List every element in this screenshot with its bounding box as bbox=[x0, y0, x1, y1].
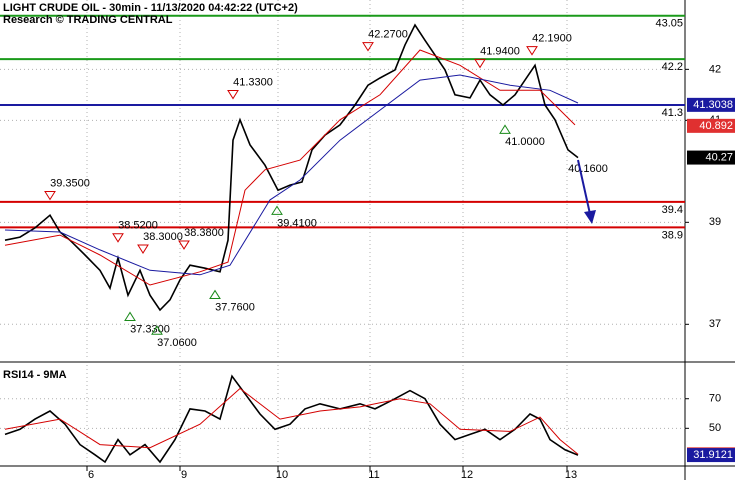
series-line bbox=[4, 74, 579, 276]
y-tick-label: 50 bbox=[709, 422, 721, 434]
low-marker bbox=[151, 325, 163, 335]
level-label: 43.05 bbox=[655, 18, 683, 30]
series-line bbox=[4, 49, 576, 286]
annotation-label: 40.1600 bbox=[568, 163, 608, 175]
annotation-label: 39.4100 bbox=[277, 217, 317, 229]
y-tick-label: 42 bbox=[709, 63, 721, 75]
annotation-label: 38.3800 bbox=[184, 227, 224, 239]
level-label: 39.4 bbox=[662, 204, 683, 216]
rsi-title: RSI14 - 9MA bbox=[3, 369, 67, 381]
price-box-label: 41.3038 bbox=[693, 99, 733, 111]
annotation-label: 38.5200 bbox=[118, 220, 158, 232]
annotation-label: 37.0600 bbox=[157, 337, 197, 349]
price-box bbox=[687, 118, 735, 133]
chart-subtitle: Research © TRADING CENTRAL bbox=[3, 14, 173, 26]
high-marker bbox=[178, 240, 190, 250]
price-box bbox=[687, 97, 735, 112]
forecast-arrow bbox=[577, 159, 591, 215]
price-box bbox=[687, 150, 735, 165]
price-box bbox=[687, 448, 735, 463]
price-box-label: 31.9121 bbox=[693, 449, 733, 461]
level-label: 38.9 bbox=[662, 229, 683, 241]
low-marker bbox=[271, 205, 283, 215]
low-marker bbox=[124, 311, 136, 321]
annotation-label: 38.3000 bbox=[143, 231, 183, 243]
low-marker bbox=[209, 289, 221, 300]
x-tick-label: 10 bbox=[276, 469, 288, 480]
annotation-label: 37.3300 bbox=[130, 323, 170, 335]
series-line bbox=[4, 387, 579, 455]
chart-title: LIGHT CRUDE OIL - 30min - 11/13/2020 04:… bbox=[3, 2, 298, 14]
y-tick-label: 39 bbox=[709, 216, 721, 228]
price-box-label: 40.892 bbox=[699, 120, 733, 132]
level-label: 42.2 bbox=[662, 61, 683, 73]
high-marker bbox=[362, 42, 374, 52]
y-tick-label: 37 bbox=[709, 318, 721, 330]
series-line bbox=[4, 23, 579, 312]
x-tick-label: 6 bbox=[88, 469, 94, 480]
high-marker bbox=[526, 46, 538, 56]
annotation-label: 42.2700 bbox=[368, 28, 408, 40]
annotation-label: 41.9400 bbox=[480, 45, 520, 57]
x-tick-label: 12 bbox=[461, 469, 473, 480]
forecast-arrow-head bbox=[584, 210, 596, 224]
low-marker bbox=[499, 124, 511, 134]
x-tick-label: 13 bbox=[565, 469, 577, 480]
annotation-label: 42.1900 bbox=[532, 33, 572, 45]
high-marker bbox=[474, 58, 486, 69]
annotation-label: 41.3300 bbox=[233, 76, 273, 88]
y-tick-label: 70 bbox=[709, 393, 721, 405]
high-marker bbox=[227, 90, 239, 100]
price-box-label: 40.27 bbox=[705, 151, 733, 163]
x-tick-label: 11 bbox=[368, 469, 379, 480]
high-marker bbox=[112, 233, 124, 243]
high-marker bbox=[44, 190, 56, 201]
series-line bbox=[4, 374, 579, 464]
x-tick-label: 9 bbox=[181, 469, 187, 480]
annotation-label: 39.3500 bbox=[50, 177, 90, 189]
level-label: 41.3 bbox=[662, 107, 683, 119]
annotation-label: 41.0000 bbox=[505, 136, 545, 148]
high-marker bbox=[137, 244, 149, 254]
annotation-label: 37.7600 bbox=[215, 301, 255, 313]
